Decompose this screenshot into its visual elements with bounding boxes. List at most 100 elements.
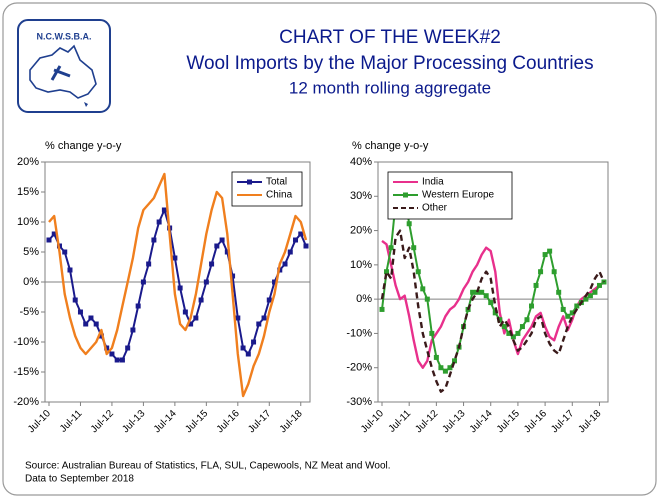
legend-label: China bbox=[266, 190, 293, 201]
legend-label: Western Europe bbox=[422, 190, 495, 201]
point-marker bbox=[583, 296, 589, 302]
point-marker bbox=[565, 313, 571, 319]
y-tick-label: 15% bbox=[17, 186, 39, 198]
point-marker bbox=[474, 289, 480, 295]
point-marker bbox=[114, 357, 120, 363]
point-marker bbox=[560, 306, 566, 312]
y-tick-label: 10% bbox=[17, 216, 39, 228]
point-marker bbox=[424, 296, 430, 302]
point-marker bbox=[596, 282, 602, 288]
slide-subtitle: Wool Imports by the Major Processing Cou… bbox=[186, 53, 593, 74]
logo-text: N.C.W.S.B.A. bbox=[36, 31, 91, 41]
point-marker bbox=[524, 317, 530, 323]
point-marker bbox=[98, 333, 104, 339]
point-marker bbox=[556, 289, 562, 295]
point-marker bbox=[182, 309, 188, 315]
point-marker bbox=[547, 248, 553, 254]
y-axis-title: % change y-o-y bbox=[352, 140, 429, 152]
y-tick-label: 10% bbox=[350, 259, 372, 271]
point-marker bbox=[256, 321, 262, 327]
point-marker bbox=[298, 231, 304, 237]
point-marker bbox=[470, 289, 476, 295]
point-marker bbox=[492, 310, 498, 316]
point-marker bbox=[433, 354, 439, 360]
point-marker bbox=[519, 324, 525, 330]
point-marker bbox=[125, 345, 131, 351]
point-marker bbox=[240, 345, 246, 351]
y-tick-label: 20% bbox=[350, 224, 372, 236]
point-marker bbox=[93, 321, 99, 327]
point-marker bbox=[406, 221, 412, 227]
point-marker bbox=[109, 351, 115, 357]
point-marker bbox=[72, 297, 78, 303]
y-tick-label: 40% bbox=[350, 156, 372, 168]
data-note: Data to September 2018 bbox=[25, 474, 134, 485]
point-marker bbox=[438, 365, 444, 371]
point-marker bbox=[488, 300, 494, 306]
legend-marker bbox=[403, 192, 408, 198]
legend-label: Total bbox=[266, 177, 287, 188]
point-marker bbox=[501, 324, 507, 330]
point-marker bbox=[198, 297, 204, 303]
point-marker bbox=[587, 293, 593, 299]
point-marker bbox=[67, 267, 73, 273]
y-tick-label: -5% bbox=[19, 306, 39, 318]
point-marker bbox=[62, 249, 68, 255]
point-marker bbox=[429, 330, 435, 336]
point-marker bbox=[293, 237, 299, 243]
point-marker bbox=[551, 269, 557, 275]
point-marker bbox=[261, 315, 267, 321]
point-marker bbox=[77, 309, 83, 315]
point-marker bbox=[266, 297, 272, 303]
point-marker bbox=[506, 330, 512, 336]
point-marker bbox=[447, 365, 453, 371]
point-marker bbox=[135, 303, 141, 309]
point-marker bbox=[245, 351, 251, 357]
point-marker bbox=[538, 269, 544, 275]
point-marker bbox=[130, 327, 136, 333]
point-marker bbox=[104, 345, 110, 351]
logo-map bbox=[29, 44, 97, 99]
y-tick-label: 20% bbox=[17, 156, 39, 168]
legend-marker bbox=[247, 179, 252, 185]
slide-title: CHART OF THE WEEK#2 bbox=[279, 27, 501, 48]
series-line bbox=[380, 229, 606, 393]
point-marker bbox=[88, 315, 94, 321]
point-marker bbox=[542, 252, 548, 258]
point-marker bbox=[569, 310, 575, 316]
point-marker bbox=[529, 303, 535, 309]
point-marker bbox=[161, 207, 167, 213]
point-marker bbox=[420, 286, 426, 292]
point-marker bbox=[384, 269, 390, 275]
point-marker bbox=[151, 237, 157, 243]
point-marker bbox=[251, 339, 257, 345]
point-marker bbox=[119, 357, 125, 363]
legend-box bbox=[231, 171, 303, 207]
point-marker bbox=[592, 289, 598, 295]
point-marker bbox=[177, 285, 183, 291]
point-marker bbox=[146, 261, 152, 267]
y-tick-label: 0% bbox=[23, 276, 39, 288]
y-tick-label: -15% bbox=[13, 366, 39, 378]
point-marker bbox=[533, 282, 539, 288]
point-marker bbox=[515, 330, 521, 336]
point-marker bbox=[415, 269, 421, 275]
point-marker bbox=[83, 321, 89, 327]
point-marker bbox=[214, 243, 220, 249]
point-marker bbox=[282, 261, 288, 267]
series-line bbox=[48, 172, 308, 398]
y-tick-label: -20% bbox=[13, 396, 39, 408]
point-marker bbox=[235, 315, 241, 321]
point-marker bbox=[287, 249, 293, 255]
point-marker bbox=[483, 293, 489, 299]
point-marker bbox=[209, 261, 215, 267]
legend-label: Other bbox=[422, 203, 448, 214]
y-tick-label: -30% bbox=[346, 396, 372, 408]
point-marker bbox=[172, 255, 178, 261]
source-note: Source: Australian Bureau of Statistics,… bbox=[25, 461, 391, 472]
logo: N.C.W.S.B.A. bbox=[17, 19, 111, 113]
point-marker bbox=[497, 317, 503, 323]
point-marker bbox=[388, 245, 394, 251]
point-marker bbox=[193, 315, 199, 321]
